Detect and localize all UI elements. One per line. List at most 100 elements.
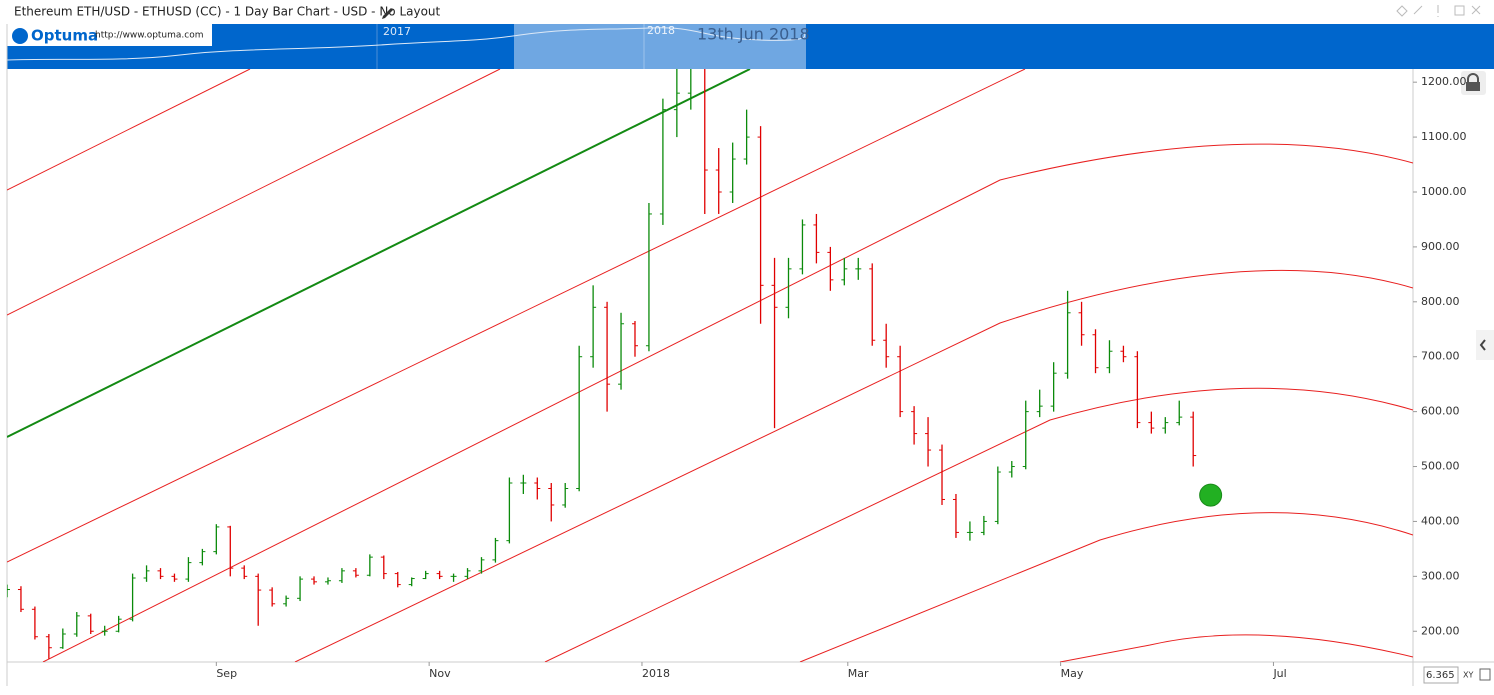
x-tick-label: Nov [429, 667, 451, 680]
ohlc-bar [1036, 389, 1043, 418]
ohlc-bar [394, 571, 401, 588]
navigator-window[interactable] [514, 24, 806, 69]
ohlc-bar [115, 615, 122, 633]
ohlc-bar [1134, 351, 1141, 429]
ohlc-bar [729, 142, 736, 203]
url[interactable]: http://www.optuma.com [95, 31, 204, 41]
ohlc-bar [380, 555, 387, 580]
icon[interactable] [1454, 5, 1465, 16]
ohlc-bar [59, 628, 66, 649]
year-label: 2018 [647, 24, 675, 37]
ohlc-bar [45, 633, 52, 659]
ohlc-bar [227, 525, 234, 577]
ohlc-bar [73, 612, 80, 637]
ohlc-bar [7, 584, 10, 598]
ohlc-bar [939, 444, 946, 505]
ohlc-bar [506, 477, 513, 544]
ohlc-bar [1162, 417, 1169, 434]
arc-line [7, 69, 251, 191]
ohlc-bar [590, 285, 597, 368]
ohlc-bar [743, 109, 750, 165]
ohlc-bar [1050, 362, 1057, 412]
y-tick-label: 800.00 [1421, 295, 1460, 308]
ohlc-bar [785, 257, 792, 319]
trend-line [7, 69, 751, 438]
y-tick-label: 600.00 [1421, 405, 1460, 418]
arc-line [799, 512, 1413, 662]
ohlc-bar [450, 573, 457, 582]
ohlc-bar [492, 537, 499, 563]
ohlc-bar [478, 557, 485, 574]
ohlc-bar [618, 312, 625, 390]
chart-title: Ethereum ETH/USD - ETHUSD (CC) - 1 Day B… [14, 5, 441, 19]
ohlc-bar [897, 345, 904, 418]
arc-line [7, 69, 501, 316]
y-tick-label: 900.00 [1421, 240, 1460, 253]
ohlc-bar [869, 263, 876, 346]
edit-icon[interactable] [382, 8, 393, 19]
ohlc-bar [143, 565, 150, 582]
ohlc-bar [841, 257, 848, 286]
corner-mode[interactable]: XY [1463, 671, 1473, 680]
logo-box [7, 24, 212, 46]
icon[interactable] [1396, 5, 1408, 17]
ohlc-bar [925, 417, 932, 467]
ohlc-bar [1022, 400, 1029, 470]
corner-icon[interactable] [1479, 668, 1491, 681]
navigator-line [6, 27, 807, 61]
y-tick-label: 1000.00 [1421, 185, 1467, 198]
ohlc-bar [631, 321, 638, 357]
ohlc-bar [883, 323, 890, 368]
corner-value: 6.365 [1426, 670, 1455, 681]
arc-line [294, 269, 1413, 662]
panel-toggle[interactable] [1476, 330, 1494, 360]
ohlc-bar [1008, 461, 1015, 478]
ohlc-bar [283, 595, 290, 607]
ohlc-bar [966, 521, 973, 541]
ohlc-bar [269, 587, 276, 607]
ohlc-bar [715, 148, 722, 214]
lock-icon [1467, 73, 1479, 82]
y-tick-label: 300.00 [1421, 569, 1460, 582]
ohlc-bar [534, 477, 541, 500]
ohlc-bar [952, 493, 959, 538]
y-tick-label: 400.00 [1421, 514, 1460, 527]
marker-dot [1199, 483, 1223, 507]
y-tick-label: 200.00 [1421, 624, 1460, 637]
arc-line [7, 69, 1026, 563]
ohlc-bar [1120, 345, 1127, 363]
ohlc-bar [352, 568, 359, 578]
ohlc-bar [645, 202, 652, 352]
ohlc-bar [297, 576, 304, 602]
ohlc-bar [520, 474, 527, 494]
logo-icon [12, 28, 28, 44]
bars [7, 69, 1197, 659]
corner-box[interactable] [1423, 666, 1459, 684]
x-tick-label: Mar [848, 667, 869, 680]
ohlc-bar [255, 573, 262, 626]
ohlc-bar [757, 126, 764, 324]
ohlc-bar [1064, 290, 1071, 379]
icon[interactable] [1471, 5, 1481, 15]
ohlc-bar [157, 568, 164, 580]
logo: Optuma [31, 27, 98, 45]
ohlc-bar [17, 586, 24, 613]
y-tick-label: 1100.00 [1421, 130, 1467, 143]
y-tick-label: 500.00 [1421, 460, 1460, 473]
arrow-icon [1479, 339, 1486, 351]
navigator-date: 13th Jun 2018 [697, 25, 810, 44]
ohlc-bar [1190, 411, 1197, 467]
ohlc-bar [101, 625, 108, 636]
ohlc-bar [366, 554, 373, 577]
ohlc-bar [980, 515, 987, 536]
ohlc-bar [311, 576, 318, 585]
ohlc-bar [576, 345, 583, 492]
ohlc-bar [1092, 329, 1099, 374]
y-tick-label: 700.00 [1421, 350, 1460, 363]
ohlc-bar [911, 406, 918, 445]
icon[interactable] [1413, 5, 1423, 15]
x-tick-label: 2018 [642, 667, 670, 680]
